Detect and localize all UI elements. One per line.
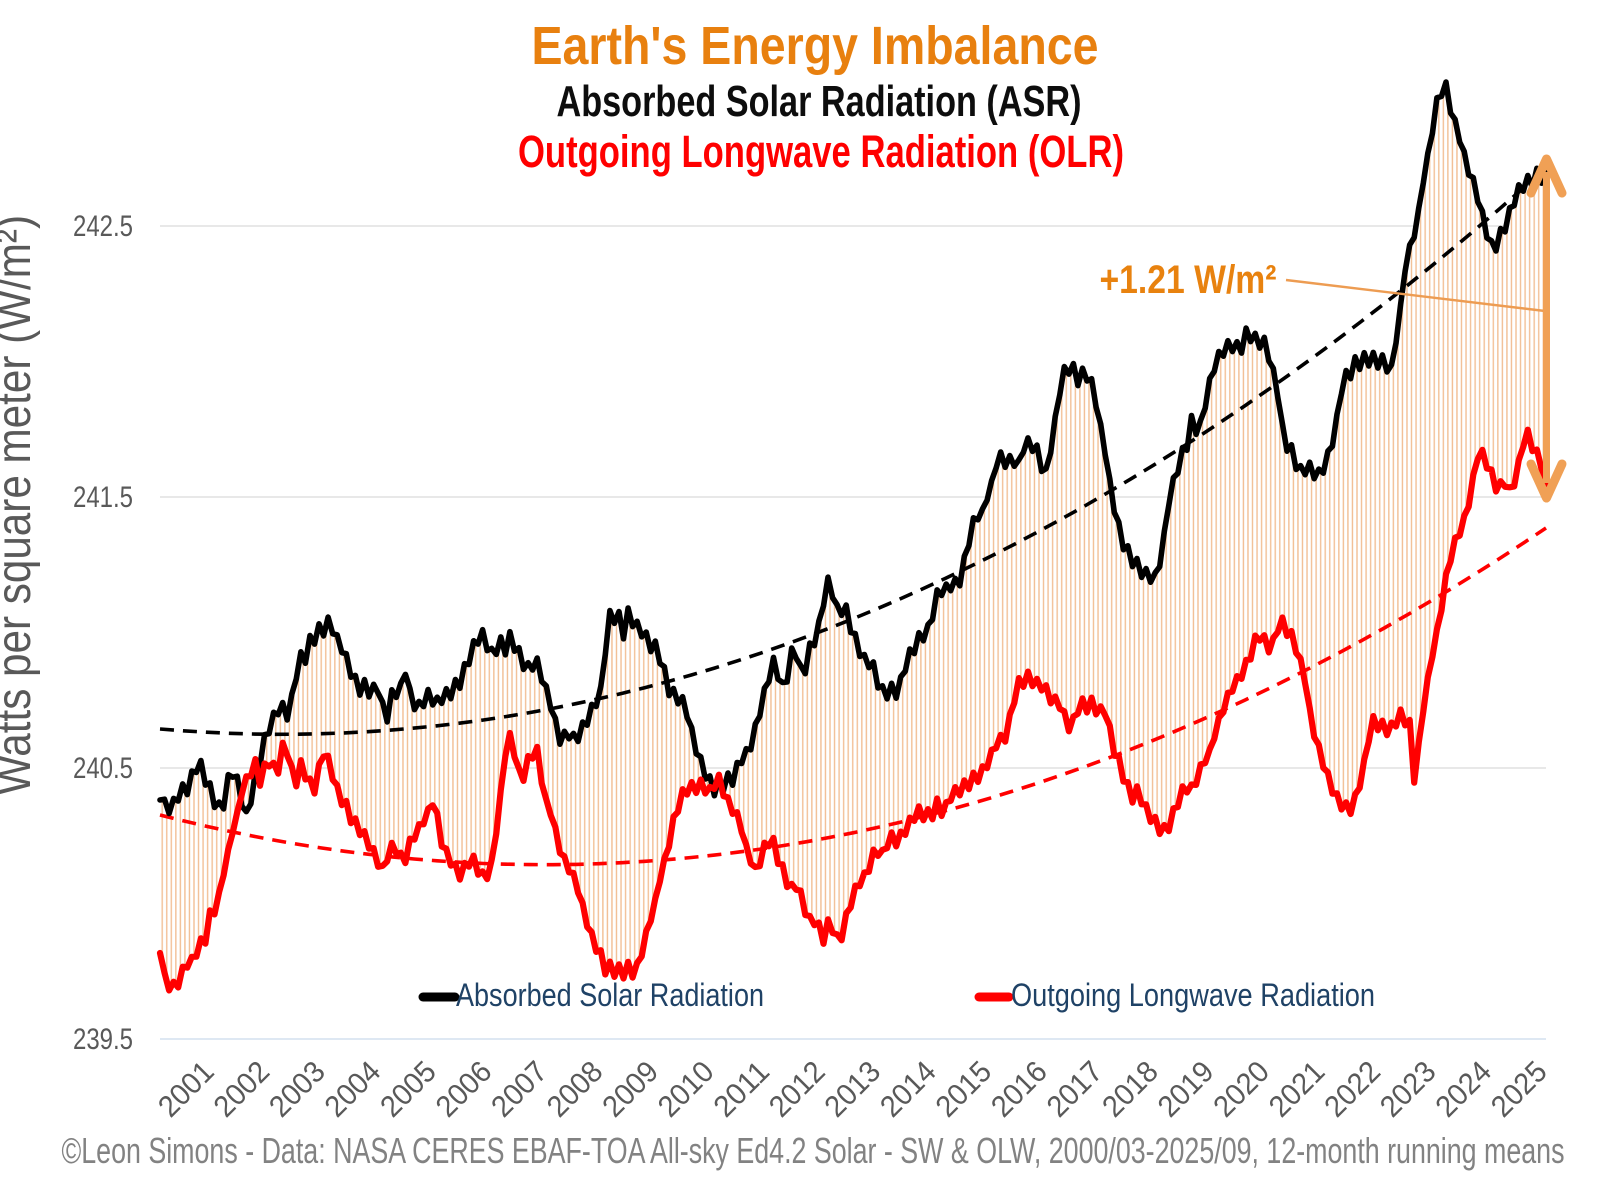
svg-text:Watts per square meter (W/m²): Watts per square meter (W/m²) — [0, 215, 41, 795]
svg-text:Outgoing Longwave Radiation: Outgoing Longwave Radiation — [1011, 977, 1375, 1013]
svg-text:242.5: 242.5 — [73, 210, 133, 243]
svg-text:239.5: 239.5 — [73, 1023, 133, 1056]
svg-text:Absorbed Solar Radiation: Absorbed Solar Radiation — [456, 977, 764, 1013]
svg-text:Earth's Energy Imbalance: Earth's Energy Imbalance — [532, 16, 1099, 76]
svg-text:Outgoing Longwave Radiation (O: Outgoing Longwave Radiation (OLR) — [518, 126, 1124, 177]
svg-text:©Leon Simons - Data: NASA CERE: ©Leon Simons - Data: NASA CERES EBAF-TOA… — [62, 1130, 1565, 1171]
svg-text:241.5: 241.5 — [73, 481, 133, 514]
svg-text:+1.21 W/m²: +1.21 W/m² — [1100, 258, 1277, 302]
svg-text:Absorbed Solar Radiation (ASR): Absorbed Solar Radiation (ASR) — [557, 77, 1082, 126]
svg-text:240.5: 240.5 — [73, 752, 133, 785]
